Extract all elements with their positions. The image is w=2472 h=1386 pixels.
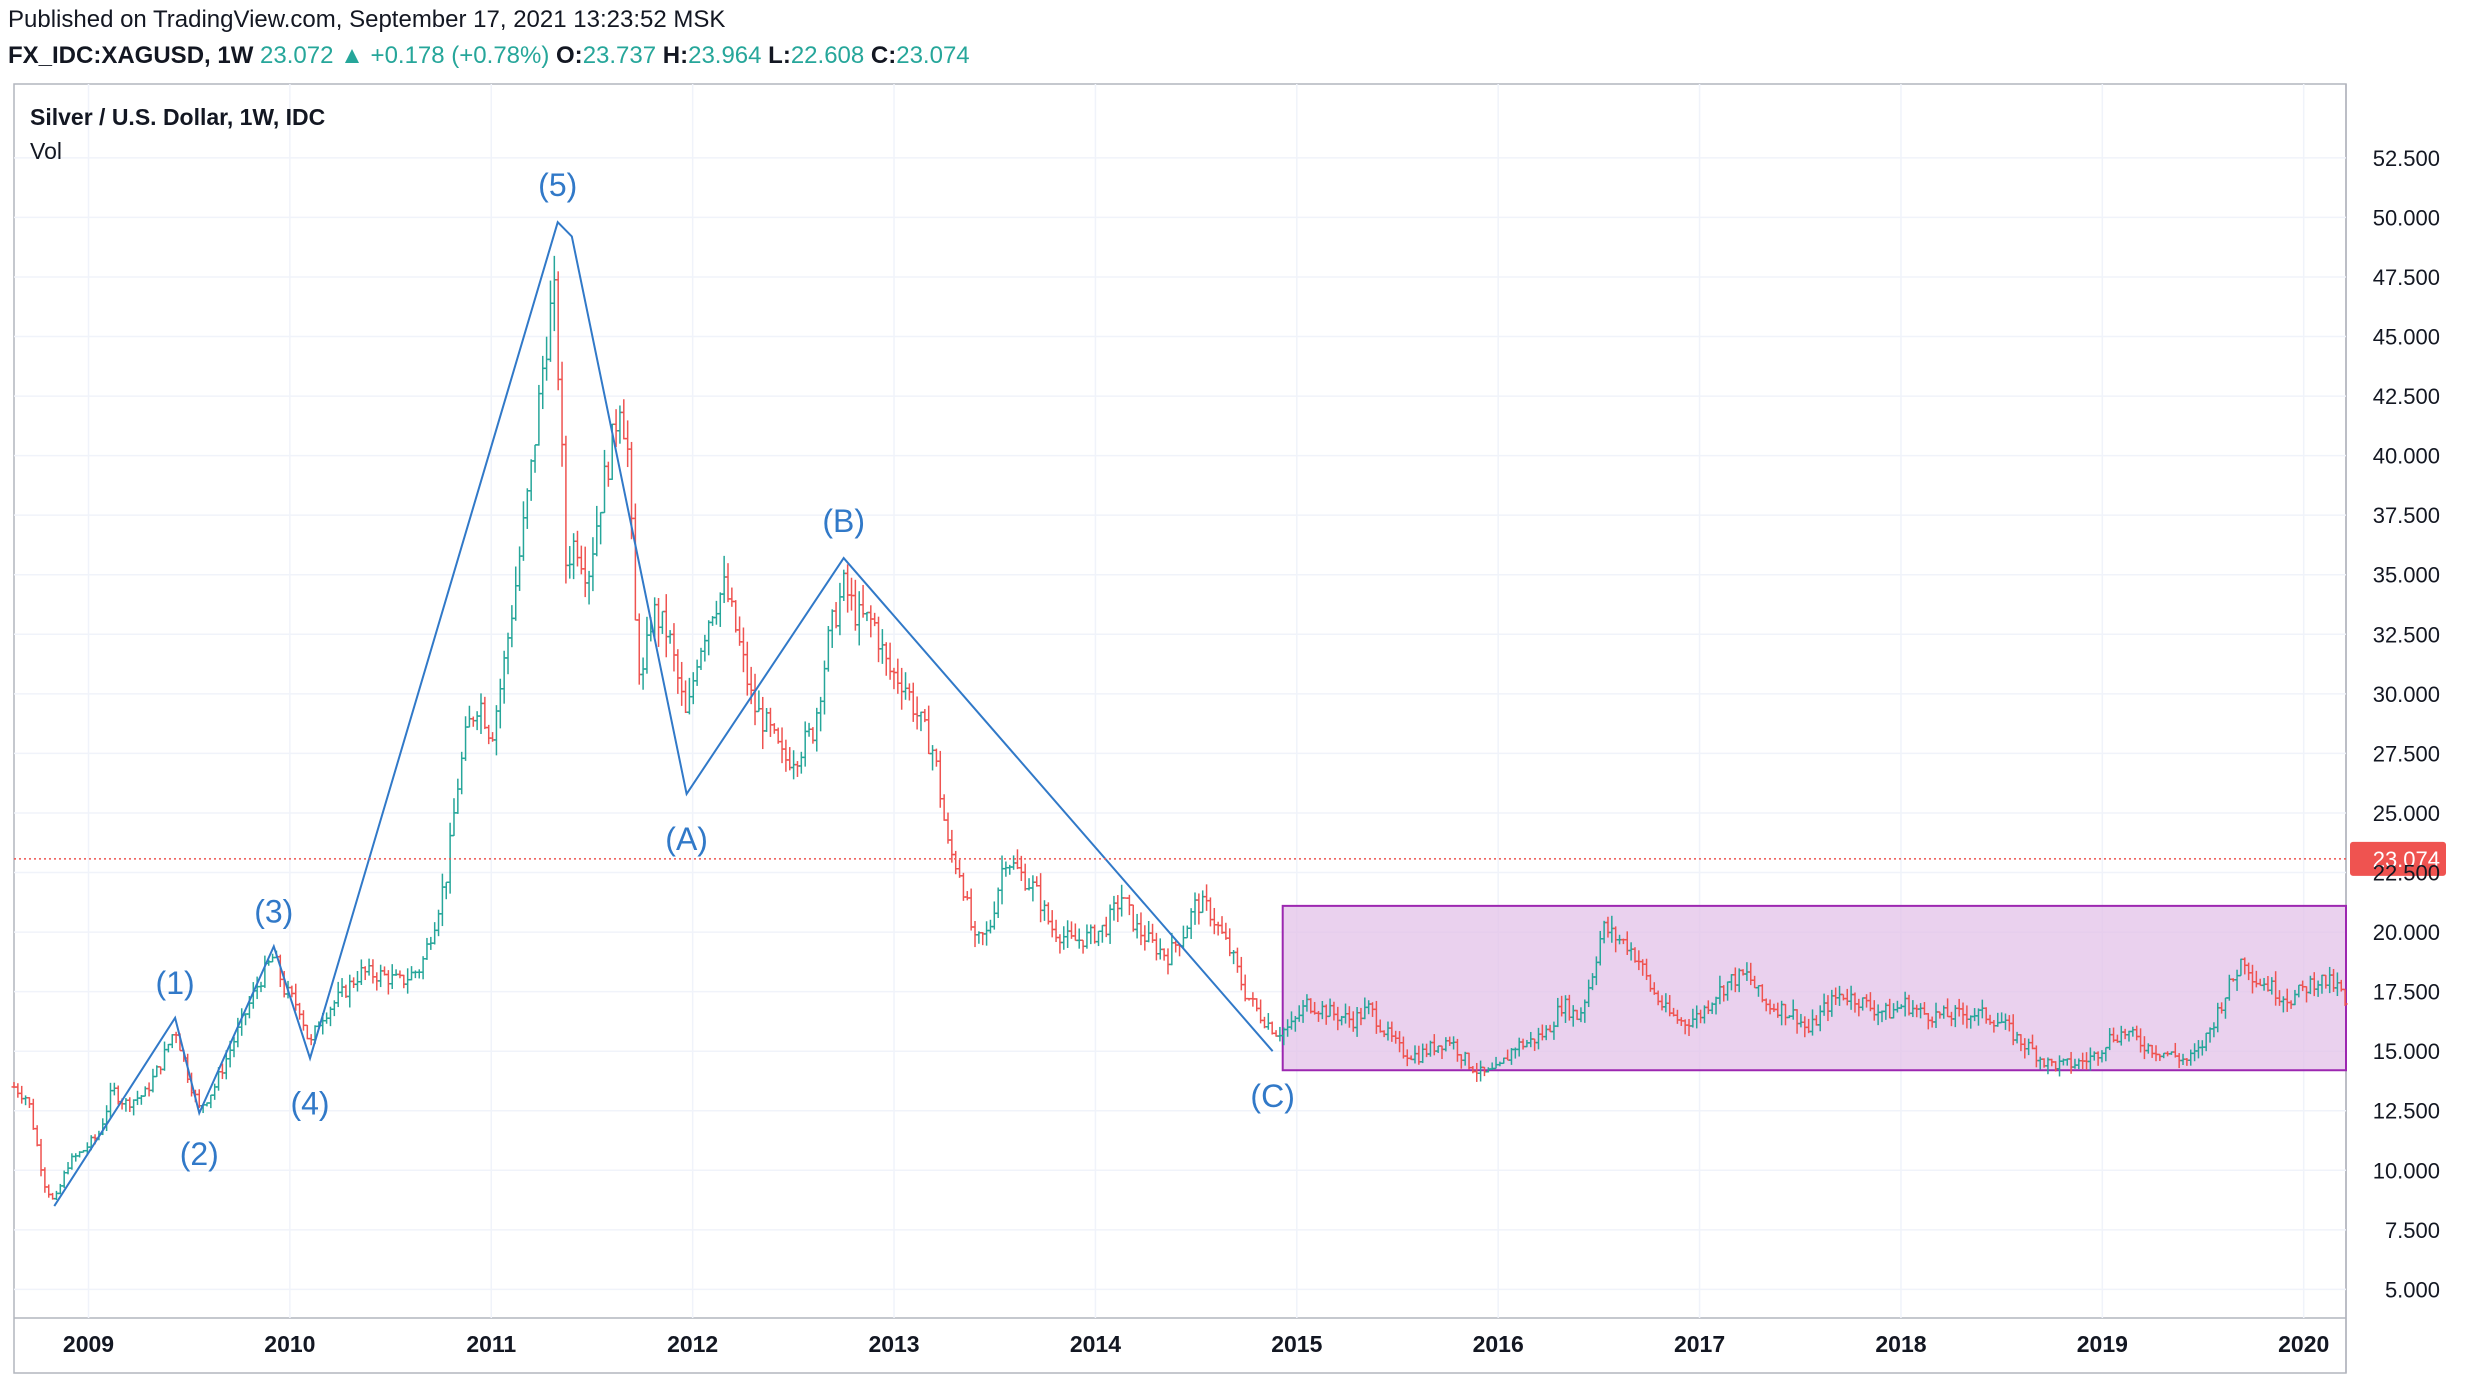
last-price: 23.072 [260, 42, 334, 69]
price-tick-label: 45.000 [2373, 325, 2440, 350]
price-tick-label: 35.000 [2373, 563, 2440, 588]
wave-label: (A) [665, 821, 708, 857]
time-tick-label: 2020 [2278, 1331, 2329, 1357]
symbol-name: FX_IDC:XAGUSD, 1W [8, 42, 254, 69]
wave-line [53, 220, 1274, 1207]
price-tick-label: 22.500 [2373, 861, 2440, 886]
time-tick-label: 2009 [63, 1331, 114, 1357]
price-change: +0.178 (+0.78%) [370, 42, 550, 69]
time-tick-label: 2013 [868, 1331, 919, 1357]
time-tick-label: 2012 [667, 1331, 718, 1357]
change-up-icon: ▲ [340, 42, 364, 69]
price-tick-label: 42.500 [2373, 384, 2440, 409]
open-label: O: [556, 42, 583, 69]
wave-label: (5) [538, 167, 577, 203]
price-tick-label: 15.000 [2373, 1039, 2440, 1064]
price-tick-label: 7.500 [2385, 1218, 2440, 1243]
low-label: L: [768, 42, 791, 69]
volume-label: Vol [30, 138, 62, 164]
high-value: 23.964 [688, 42, 762, 69]
price-tick-label: 5.000 [2385, 1277, 2440, 1302]
wave-label: (2) [180, 1136, 219, 1172]
chart-title: Silver / U.S. Dollar, 1W, IDC [30, 104, 326, 130]
price-line-layer: 23.074 [14, 841, 2446, 876]
price-tick-label: 52.500 [2373, 146, 2440, 171]
price-tick-label: 20.000 [2373, 920, 2440, 945]
high-label: H: [662, 42, 689, 69]
close-label: C: [870, 42, 897, 69]
close-value: 23.074 [896, 42, 970, 69]
grid [14, 84, 2346, 1318]
time-axis: 2009 2010 2011 2012 2013 2014 2015 2016 2017 2018… [63, 1331, 2329, 1357]
current-price-badge [2350, 841, 2446, 876]
symbol-legend: FX_IDC:XAGUSD, 1W 23.072 ▲ +0.178 (+0.78… [8, 42, 970, 70]
range-box-layer [1281, 904, 2347, 1072]
wave-label: (4) [290, 1085, 329, 1121]
price-tick-label: 17.500 [2373, 980, 2440, 1005]
time-tick-label: 2016 [1473, 1331, 1524, 1357]
time-tick-label: 2017 [1674, 1331, 1725, 1357]
time-tick-label: 2019 [2077, 1331, 2128, 1357]
low-value: 22.608 [790, 42, 865, 69]
price-tick-label: 30.000 [2373, 682, 2440, 707]
price-tick-label: 40.000 [2373, 444, 2440, 469]
price-tick-label: 47.500 [2373, 265, 2440, 290]
time-tick-label: 2011 [466, 1331, 516, 1357]
price-tick-label: 50.000 [2373, 205, 2440, 230]
current-price-label: 23.074 [2373, 847, 2440, 872]
price-tick-label: 32.500 [2373, 622, 2440, 647]
time-tick-label: 2015 [1271, 1331, 1322, 1357]
price-tick-label: 12.500 [2373, 1099, 2440, 1124]
wave-label: (1) [156, 965, 195, 1001]
price-tick-label: 37.500 [2373, 503, 2440, 528]
time-tick-label: 2010 [264, 1331, 315, 1357]
price-tick-label: 27.500 [2373, 741, 2440, 766]
price-tick-label: 25.000 [2373, 801, 2440, 826]
time-tick-label: 2014 [1070, 1331, 1121, 1357]
wave-label: (B) [822, 503, 865, 539]
range-box [1281, 904, 2347, 1072]
price-axis: 5.000 7.500 10.000 12.500 15.000 17.500 20.000… [2373, 146, 2440, 1303]
candles [11, 255, 2348, 1201]
time-tick-label: 2018 [1875, 1331, 1926, 1357]
published-info: Published on TradingView.com, September … [8, 6, 726, 33]
open-value: 23.737 [582, 42, 657, 69]
wave-label: (3) [254, 893, 293, 929]
price-tick-label: 10.000 [2373, 1158, 2440, 1183]
wave-label: (C) [1250, 1078, 1294, 1114]
elliott-wave-layer: (1) (2) (3) (4) (5) (A) (B) (C) [53, 167, 1295, 1207]
